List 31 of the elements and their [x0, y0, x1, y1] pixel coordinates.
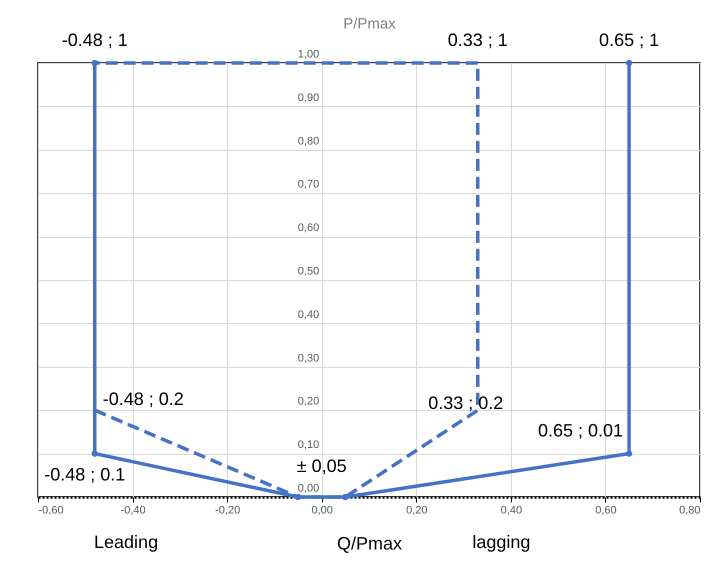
y-axis-title: P/Pmax	[343, 16, 396, 32]
annotation: 0.33 ; 1	[448, 30, 508, 50]
y-tick-label: 0,50	[298, 266, 320, 278]
text: lagging	[472, 532, 530, 552]
x-tick-label: 0,20	[406, 504, 428, 516]
y-tick-label: 0,10	[298, 439, 320, 452]
annotation: -0.48 ; 0.2	[102, 389, 184, 410]
x-tick-label: -0,60	[38, 504, 64, 516]
y-tick-label: 0,80	[298, 135, 320, 148]
annotation: 0.65 ; 1	[599, 30, 660, 50]
x-tick-label: 0,00	[312, 504, 333, 516]
y-tick-label: 1,00	[298, 48, 320, 60]
x-tick-label: -0,20	[215, 504, 240, 516]
text: Leading	[94, 532, 158, 552]
y-tick-label: 0,00	[298, 482, 320, 494]
x-tick-label: 0,80	[679, 504, 700, 516]
y-tick-label: 0,40	[298, 308, 320, 321]
x-tick-label: 0,40	[500, 504, 522, 516]
y-tick-label: 0,60	[298, 222, 320, 234]
x-axis-title: Q/Pmax	[336, 534, 402, 554]
annotation: 0.65 ; 0.01	[538, 420, 624, 441]
annotation: -0.48 ; 1	[62, 30, 128, 50]
y-tick-label: 0,20	[298, 396, 320, 408]
annotation: ± 0,05	[296, 456, 347, 476]
annotation: 0.33 ; 0.2	[428, 393, 504, 414]
x-tick-label: -0,40	[120, 504, 146, 516]
annotation: -0.48 ; 0.1	[44, 464, 126, 485]
y-tick-label: 0,90	[298, 92, 320, 104]
x-tick-label: 0,60	[595, 504, 617, 516]
y-tick-label: 0,70	[298, 178, 320, 191]
y-tick-label: 0,30	[298, 352, 320, 364]
